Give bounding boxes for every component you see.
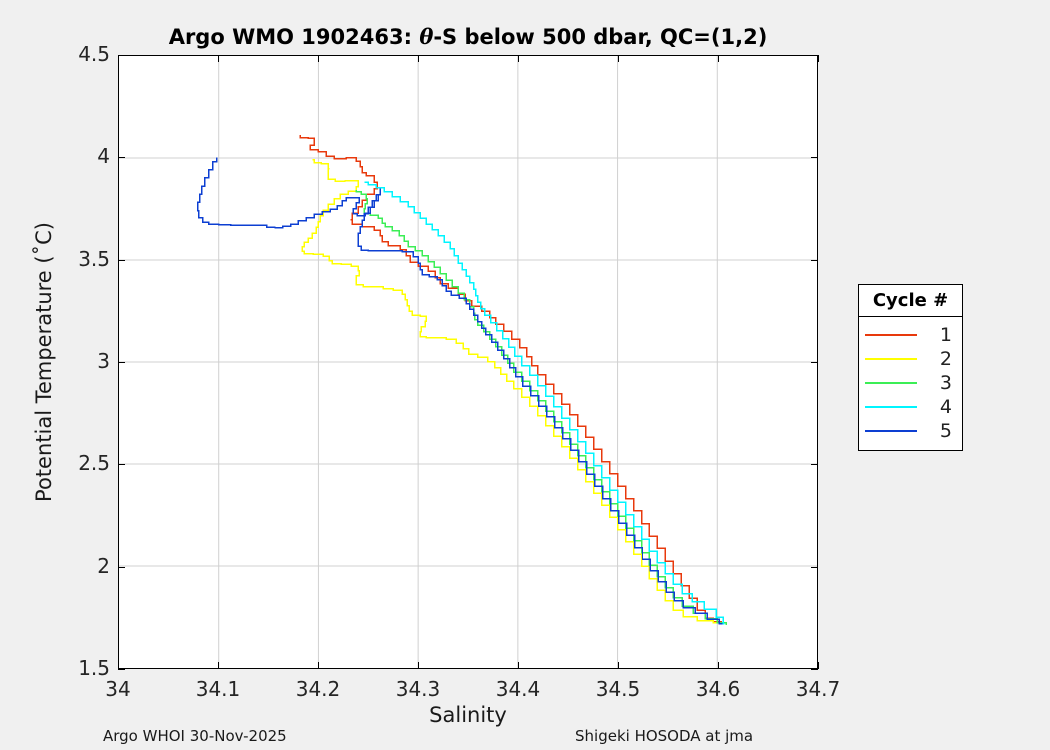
- x-tick-mark: [418, 55, 419, 62]
- legend-item-label: 5: [939, 419, 952, 442]
- footer-right-text: Shigeki HOSODA at jma: [575, 727, 754, 745]
- y-tick-label: 3: [97, 349, 110, 373]
- degree-symbol: ˚: [32, 244, 56, 256]
- y-tick-mark: [811, 464, 818, 466]
- x-tick-mark: [218, 55, 219, 62]
- x-tick-mark: [618, 55, 619, 62]
- y-tick-label: 3.5: [78, 246, 110, 271]
- legend-item-label: 3: [939, 371, 952, 394]
- legend-title: Cycle #: [859, 285, 962, 317]
- data-series-layer: [197, 135, 728, 625]
- x-tick-label: 34.5: [595, 677, 641, 701]
- x-tick-label: 34: [105, 677, 131, 701]
- x-tick-mark: [218, 662, 219, 669]
- x-tick-mark: [518, 55, 519, 62]
- legend-color-swatch: [865, 430, 917, 432]
- legend-color-swatch: [865, 382, 917, 384]
- x-tick-mark: [518, 662, 519, 669]
- legend-item-cycle-2[interactable]: 2: [859, 347, 962, 371]
- y-tick-label: 2.5: [78, 451, 110, 476]
- y-axis-label: Potential Temperature (˚C): [32, 55, 56, 669]
- y-tick-label: 2: [97, 553, 110, 578]
- y-tick-mark: [118, 464, 125, 466]
- y-tick-mark: [811, 157, 818, 159]
- footer-left-text: Argo WHOI 30-Nov-2025: [103, 727, 287, 745]
- y-tick-mark: [118, 669, 125, 670]
- x-tick-mark: [318, 662, 319, 669]
- y-tick-mark: [811, 362, 818, 363]
- x-tick-mark: [718, 55, 719, 62]
- x-tick-label: 34.1: [195, 677, 241, 701]
- legend-item-cycle-1[interactable]: 1: [859, 323, 962, 347]
- legend-color-swatch: [865, 406, 917, 408]
- y-tick-mark: [811, 259, 818, 261]
- y-tick-label: 1.5: [78, 656, 110, 680]
- y-tick-mark: [811, 669, 818, 670]
- x-axis-label: Salinity: [429, 703, 507, 727]
- x-tick-label: 34.2: [295, 677, 341, 701]
- x-tick-mark: [818, 55, 819, 62]
- legend-color-swatch: [865, 358, 917, 360]
- x-tick-label: 34.7: [795, 677, 841, 701]
- legend-item-cycle-3[interactable]: 3: [859, 371, 962, 395]
- plot-area[interactable]: [118, 55, 818, 669]
- series-line-cycle-4: [364, 181, 725, 625]
- legend-color-swatch: [865, 334, 917, 336]
- y-tick-mark: [811, 55, 818, 56]
- legend-item-label: 1: [939, 323, 952, 346]
- y-axis-label-after: C): [32, 222, 56, 245]
- x-tick-mark: [118, 662, 119, 669]
- y-tick-label: 4.5: [78, 42, 110, 66]
- y-tick-label: 4: [97, 144, 110, 169]
- theta-symbol: θ: [419, 24, 434, 49]
- x-tick-mark: [118, 55, 119, 62]
- legend-item-label: 4: [939, 395, 952, 418]
- plot-svg: [119, 56, 817, 668]
- y-tick-mark: [811, 566, 818, 568]
- y-axis-label-before: Potential Temperature (: [32, 255, 56, 502]
- legend-item-cycle-4[interactable]: 4: [859, 395, 962, 419]
- x-tick-label: 34.3: [395, 677, 441, 701]
- y-tick-mark: [118, 362, 125, 363]
- y-tick-mark: [118, 157, 125, 159]
- x-tick-label: 34.4: [495, 677, 541, 701]
- legend-item-label: 2: [939, 347, 952, 370]
- chart-title-after: -S below 500 dbar, QC=(1,2): [433, 25, 768, 49]
- series-line-cycle-1: [299, 135, 723, 623]
- x-tick-mark: [818, 662, 819, 669]
- series-line-cycle-3: [355, 190, 728, 625]
- series-line-cycle-2: [301, 158, 722, 624]
- series-line-cycle-5: [197, 157, 723, 625]
- gridlines: [119, 56, 817, 668]
- y-tick-mark: [118, 566, 125, 568]
- x-tick-mark: [618, 662, 619, 669]
- chart-title: Argo WMO 1902463: θ-S below 500 dbar, QC…: [118, 24, 818, 49]
- y-tick-mark: [118, 259, 125, 261]
- chart-title-before: Argo WMO 1902463:: [168, 25, 420, 49]
- x-tick-mark: [718, 662, 719, 669]
- x-tick-mark: [418, 662, 419, 669]
- x-tick-label: 34.6: [695, 677, 741, 701]
- x-tick-mark: [318, 55, 319, 62]
- y-tick-mark: [118, 55, 125, 56]
- legend-item-cycle-5[interactable]: 5: [859, 419, 962, 443]
